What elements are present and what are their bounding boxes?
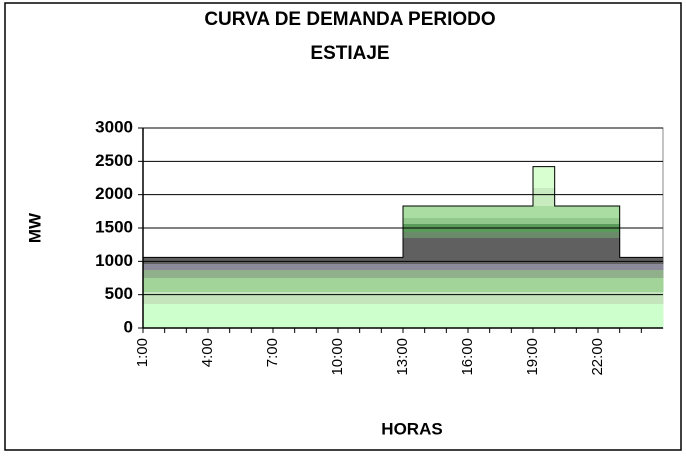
step-block	[554, 206, 577, 328]
step-block	[164, 257, 187, 328]
step-outline	[143, 166, 663, 258]
step-block	[619, 257, 642, 328]
step-block	[294, 257, 317, 328]
step-block	[381, 257, 404, 328]
y-tick-label: 0	[124, 317, 133, 336]
step-block	[489, 206, 512, 328]
step-block	[511, 206, 534, 328]
step-block	[143, 257, 166, 328]
y-axis-label: MW	[25, 212, 44, 243]
x-tick-label: 22:00	[589, 338, 606, 376]
x-tick-label: 4:00	[199, 338, 216, 367]
step-block	[208, 257, 231, 328]
y-tick-label: 2000	[95, 184, 133, 203]
frame	[4, 2, 682, 451]
step-block	[273, 257, 296, 328]
step-block	[251, 257, 274, 328]
step-block	[403, 206, 426, 328]
x-tick-label: 7:00	[264, 338, 281, 367]
step-block	[598, 206, 621, 328]
step-block	[641, 257, 664, 328]
x-tick-label: 10:00	[329, 338, 346, 376]
step-block	[338, 257, 361, 328]
y-tick-label: 500	[105, 284, 133, 303]
step-block	[424, 206, 447, 328]
x-tick-label: 1:00	[134, 338, 151, 367]
y-tick-label: 1500	[95, 217, 133, 236]
x-tick-label: 13:00	[394, 338, 411, 376]
step-block	[186, 257, 209, 328]
chart-title: CURVA DE DEMANDA PERIODO	[204, 9, 495, 30]
step-block	[446, 206, 469, 328]
step-block	[576, 206, 599, 328]
x-axis-label: HORAS	[381, 419, 442, 438]
step-block	[468, 206, 491, 328]
step-block	[229, 257, 252, 328]
y-tick-label: 3000	[95, 117, 133, 136]
x-tick-label: 16:00	[459, 338, 476, 376]
y-tick-label: 1000	[95, 251, 133, 270]
x-tick-label: 19:00	[524, 338, 541, 376]
step-block	[316, 257, 339, 328]
step-block	[533, 166, 556, 328]
step-block	[359, 257, 382, 328]
y-tick-label: 2500	[95, 151, 133, 170]
chart-title: ESTIAJE	[310, 43, 389, 64]
